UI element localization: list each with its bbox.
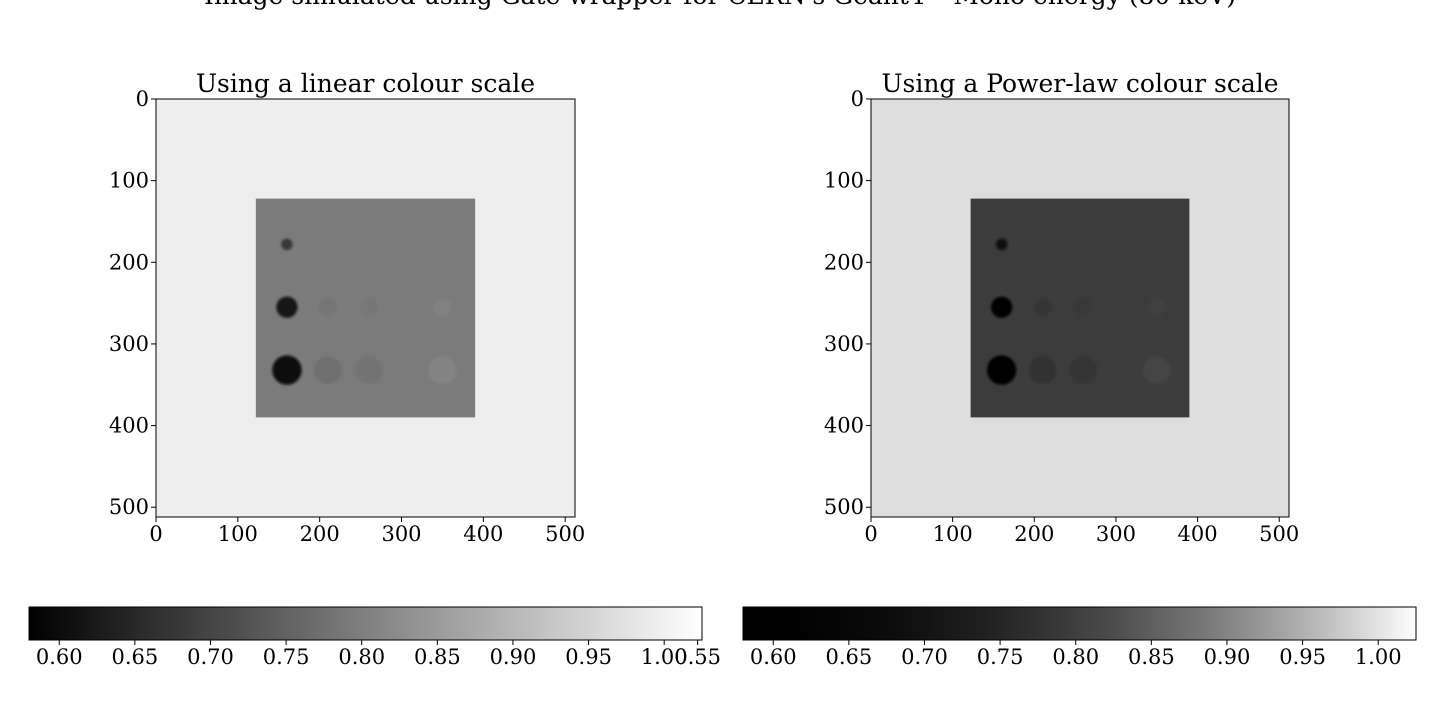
y-tick-label: 300	[824, 332, 864, 356]
contrast-insert	[355, 356, 383, 384]
colorbar-tick-label: 0.70	[187, 645, 234, 669]
colorbar-tick-label: 1.00	[1355, 645, 1402, 669]
colorbar	[29, 607, 702, 640]
contrast-insert	[996, 239, 1007, 250]
panel-title: Using a linear colour scale	[196, 69, 535, 98]
colorbar-tick-label: 0.65	[825, 645, 872, 669]
contrast-insert	[281, 239, 292, 250]
figure-suptitle: Image simulated using Gate wrapper for C…	[204, 0, 1236, 10]
colorbar-tick-label: 0.80	[1052, 645, 1099, 669]
contrast-insert	[1148, 298, 1166, 316]
contrast-insert	[276, 297, 297, 318]
x-tick-label: 300	[1096, 522, 1136, 546]
contrast-insert	[1074, 298, 1092, 316]
contrast-insert	[360, 298, 378, 316]
y-tick-label: 500	[109, 495, 149, 519]
panel-power-law: Using a Power-law colour scale 0 100 200 300…	[674, 69, 1416, 669]
x-tick-label: 100	[218, 522, 258, 546]
x-tick-label: 400	[463, 522, 503, 546]
image-area	[156, 99, 575, 517]
panel-linear: Using a linear colour scale 0 100 200 300 400…	[29, 69, 702, 669]
x-tick-label: 500	[545, 522, 585, 546]
contrast-insert	[991, 297, 1012, 318]
y-tick-label: 100	[824, 169, 864, 193]
contrast-insert	[272, 355, 301, 384]
colorbar-tick-label: 0.90	[1204, 645, 1251, 669]
y-tick-label: 200	[109, 250, 149, 274]
contrast-insert	[429, 356, 457, 384]
panel-title: Using a Power-law colour scale	[881, 69, 1278, 98]
colorbar-tick-label: 0.90	[490, 645, 537, 669]
colorbar-tick-label: 0.55	[674, 645, 721, 669]
y-tick-label: 0	[136, 87, 149, 111]
y-tick-label: 100	[109, 169, 149, 193]
image-area	[871, 99, 1289, 517]
colorbar-tick-label: 0.95	[1279, 645, 1326, 669]
x-tick-label: 200	[300, 522, 340, 546]
colorbar-tick-label: 0.70	[901, 645, 948, 669]
colorbar-tick-label: 0.85	[414, 645, 461, 669]
y-tick-label: 200	[824, 250, 864, 274]
y-tick-label: 400	[824, 414, 864, 438]
contrast-insert	[1069, 356, 1097, 384]
y-tick-label: 0	[851, 87, 864, 111]
x-tick-label: 200	[1014, 522, 1054, 546]
contrast-insert	[433, 298, 451, 316]
x-tick-label: 0	[864, 522, 877, 546]
x-tick-label: 100	[933, 522, 973, 546]
colorbar-tick-label: 0.75	[263, 645, 310, 669]
y-tick-label: 400	[109, 414, 149, 438]
x-tick-label: 300	[381, 522, 421, 546]
colorbar-tick-label: 0.75	[977, 645, 1024, 669]
contrast-insert	[1029, 356, 1057, 384]
contrast-insert	[314, 356, 342, 384]
colorbar-tick-label: 0.85	[1128, 645, 1175, 669]
colorbar-tick-label: 0.95	[565, 645, 612, 669]
x-tick-label: 0	[149, 522, 162, 546]
colorbar-tick-label: 0.80	[338, 645, 385, 669]
colorbar-tick-label: 0.60	[750, 645, 797, 669]
contrast-insert	[987, 355, 1016, 384]
x-tick-label: 400	[1178, 522, 1218, 546]
colorbar	[743, 607, 1416, 640]
colorbar-tick-label: 0.60	[36, 645, 83, 669]
contrast-insert	[1033, 298, 1051, 316]
y-tick-label: 300	[109, 332, 149, 356]
colorbar-tick-label: 0.65	[111, 645, 158, 669]
contrast-insert	[319, 298, 337, 316]
contrast-insert	[1143, 356, 1171, 384]
y-tick-label: 500	[824, 495, 864, 519]
x-tick-label: 500	[1259, 522, 1299, 546]
